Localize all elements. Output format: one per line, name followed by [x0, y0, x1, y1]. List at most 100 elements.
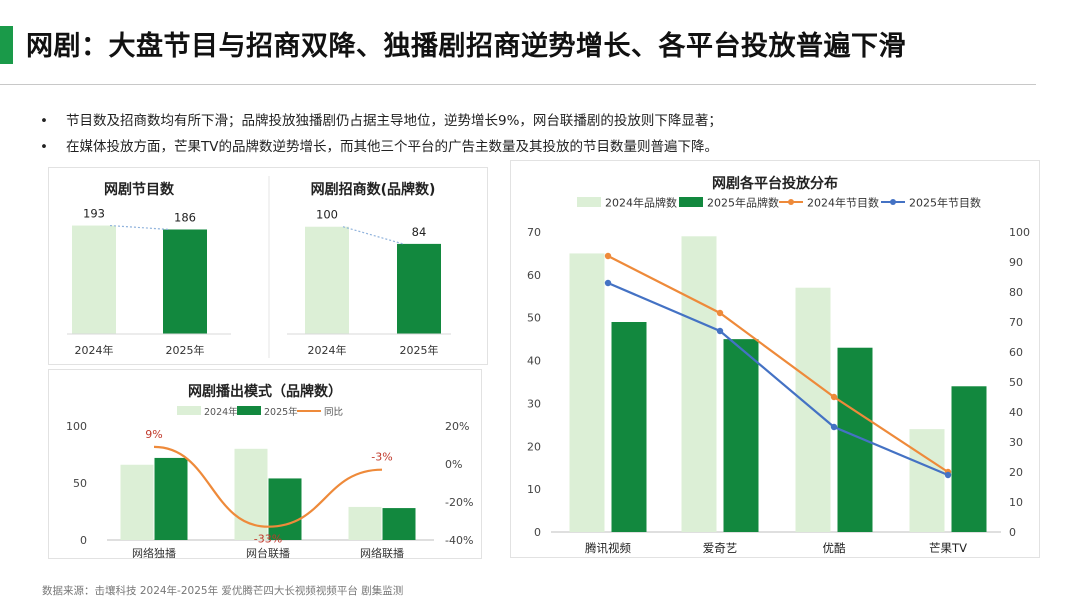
programs-and-brands-panel: 网剧节目数 193 2024年 186 2025年 网剧招商数(品牌数) 100 2024年 8… [48, 167, 488, 365]
line-point [830, 393, 838, 401]
chart-title: 网剧播出模式（品牌数） [188, 383, 342, 400]
bar [397, 243, 441, 334]
y2-tick-label: 60 [1009, 346, 1023, 359]
trend-line [109, 224, 170, 231]
y2-tick-label: 30 [1009, 436, 1023, 449]
bullet-item: 在媒体投放方面，芒果TV的品牌数逆势增长，而其他三个平台的广告主数量及其投放的节… [40, 134, 1040, 160]
bar [72, 225, 116, 334]
y2-tick-label: 0 [1009, 526, 1016, 539]
x-tick-label: 腾讯视频 [585, 541, 631, 555]
title-divider [0, 84, 1036, 85]
bar [382, 508, 416, 540]
data-source-note: 数据来源：击壤科技 2024年-2025年 爱优腾芒四大长视频视频平台 剧集监测 [42, 585, 404, 597]
line-point [944, 471, 952, 479]
y-tick-label: 50 [527, 312, 541, 325]
y2-tick-label: 80 [1009, 286, 1023, 299]
legend-swatch [577, 197, 601, 207]
y2-tick-label: 100 [1009, 226, 1030, 239]
y-tick-label: 0 [80, 534, 87, 547]
legend-marker [890, 199, 896, 205]
y-tick-label: 40 [527, 355, 541, 368]
y-tick-label: 60 [527, 269, 541, 282]
y-tick-label: 0 [534, 526, 541, 539]
yoy-label: -33% [254, 533, 282, 546]
data-label: 100 [316, 208, 338, 222]
x-tick-label: 网台联播 [246, 546, 290, 558]
bar [305, 226, 349, 334]
platform-chart: 网剧各平台投放分布 2024年品牌数 2025年品牌数 2024年节目数 2025年节目… [527, 175, 1030, 555]
y2-tick-label: 40 [1009, 406, 1023, 419]
legend-swatch [237, 406, 261, 415]
bar [723, 339, 759, 532]
chart-title: 网剧各平台投放分布 [712, 175, 838, 192]
y2-tick-label: -20% [445, 496, 473, 509]
x-tick-label: 2024年 [308, 343, 347, 357]
bar [681, 236, 717, 532]
bar [909, 429, 945, 532]
summary-bullets: 节目数及招商数均有所下滑；品牌投放独播剧仍占据主导地位，逆势增长9%，网台联播剧… [40, 108, 1040, 160]
y2-tick-label: 10 [1009, 496, 1023, 509]
x-tick-label: 优酷 [823, 541, 846, 555]
y-tick-label: 100 [66, 420, 87, 433]
line-point [830, 423, 838, 431]
line-point [604, 279, 612, 287]
line-point [604, 252, 612, 260]
platform-panel: 网剧各平台投放分布 2024年品牌数 2025年品牌数 2024年节目数 2025年节目… [510, 160, 1040, 558]
legend-label: 2024年节目数 [807, 196, 879, 210]
y2-tick-label: 0% [445, 458, 462, 471]
yoy-line [153, 445, 383, 528]
data-label: 84 [412, 225, 427, 239]
bullet-item: 节目数及招商数均有所下滑；品牌投放独播剧仍占据主导地位，逆势增长9%，网台联播剧… [40, 108, 1040, 134]
chart-title: 网剧节目数 [104, 181, 175, 198]
x-tick-label: 网络独播 [132, 546, 176, 558]
y2-tick-label: 90 [1009, 256, 1023, 269]
bar [611, 322, 647, 532]
bar [120, 464, 154, 540]
y-tick-label: 10 [527, 483, 541, 496]
top-charts-svg: 网剧节目数 193 2024年 186 2025年 网剧招商数(品牌数) 100 2024年 8… [67, 176, 451, 358]
bar [268, 478, 302, 540]
bar [163, 229, 207, 334]
legend-swatch [177, 406, 201, 415]
legend-label: 同比 [324, 406, 343, 418]
legend-label: 2025年品牌数 [707, 196, 779, 210]
line-point [716, 327, 724, 335]
x-tick-label: 芒果TV [929, 541, 967, 555]
trend-line [342, 226, 404, 245]
title-accent-bar [0, 26, 13, 64]
data-label: 186 [174, 210, 196, 224]
bar [951, 386, 987, 532]
program-count-line [607, 281, 949, 477]
x-tick-label: 网络联播 [360, 546, 404, 558]
y-tick-label: 20 [527, 440, 541, 453]
bar [569, 253, 605, 532]
y-tick-label: 70 [527, 226, 541, 239]
y2-tick-label: -40% [445, 534, 473, 547]
x-tick-label: 2025年 [400, 343, 439, 357]
legend-swatch [679, 197, 703, 207]
line-point [716, 309, 724, 317]
program-count-line [607, 255, 949, 473]
x-tick-label: 爱奇艺 [703, 541, 738, 555]
yoy-label: -3% [371, 451, 392, 464]
bar [154, 457, 188, 540]
data-label: 193 [83, 207, 105, 221]
y2-tick-label: 70 [1009, 316, 1023, 329]
legend-marker [788, 199, 794, 205]
y-tick-label: 30 [527, 397, 541, 410]
bar [348, 506, 382, 540]
legend-label: 2024年 [204, 406, 238, 418]
y2-tick-label: 50 [1009, 376, 1023, 389]
x-tick-label: 2025年 [166, 343, 205, 357]
legend-label: 2025年 [264, 406, 298, 418]
chart-title: 网剧招商数(品牌数) [311, 181, 436, 198]
x-tick-label: 2024年 [75, 343, 114, 357]
y2-tick-label: 20 [1009, 466, 1023, 479]
y2-tick-label: 20% [445, 420, 469, 433]
yoy-label: 9% [145, 428, 162, 441]
broadcast-mode-chart: 网剧播出模式（品牌数） 2024年 2025年 同比 0 50 100 -40% -20% 0% 2… [66, 383, 473, 558]
broadcast-mode-panel: 网剧播出模式（品牌数） 2024年 2025年 同比 0 50 100 -40% -20% 0% 2… [48, 369, 482, 559]
y-tick-label: 50 [73, 477, 87, 490]
legend-label: 2024年品牌数 [605, 196, 677, 210]
page-title: 网剧：大盘节目与招商双降、独播剧招商逆势增长、各平台投放普遍下滑 [26, 31, 906, 62]
